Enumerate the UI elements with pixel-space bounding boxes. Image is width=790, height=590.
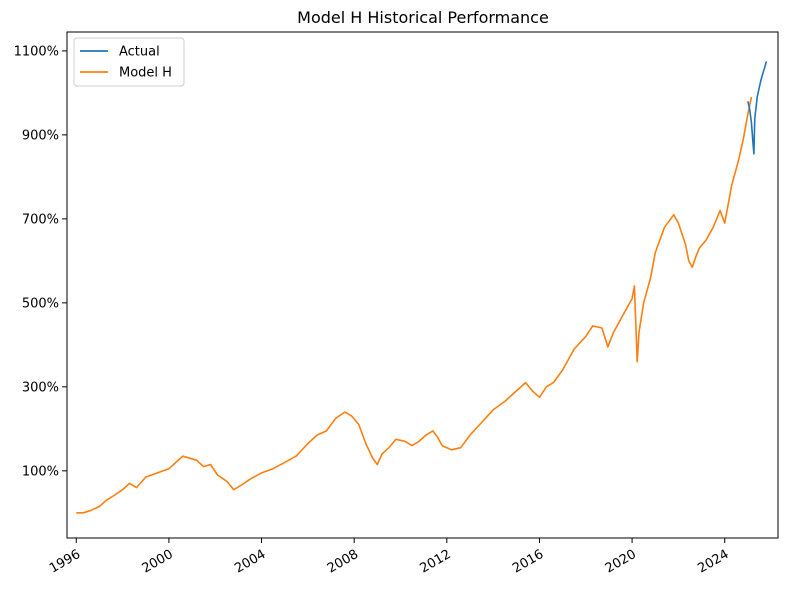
- plot-area: 1996 2000 2004 2008 2012 2016 2020 2024 100% 300…: [14, 31, 779, 576]
- x-tick-label: 2008: [325, 547, 361, 577]
- legend: Actual Model H: [73, 37, 185, 87]
- series-line-0: [747, 61, 768, 155]
- x-tick-label: 2024: [695, 547, 731, 577]
- x-tick-label: 2004: [232, 547, 268, 577]
- plot-frame: [66, 31, 779, 539]
- x-tick-label: 2000: [140, 547, 176, 577]
- x-tick-label: 2020: [603, 547, 639, 577]
- y-tick-label: 100%: [22, 464, 59, 479]
- x-tick-label: 1996: [47, 547, 83, 577]
- y-tick-label: 500%: [22, 296, 59, 311]
- y-tick-label: 1100%: [14, 44, 59, 59]
- x-axis: 1996 2000 2004 2008 2012 2016 2020 2024: [47, 538, 732, 576]
- legend-label: Actual: [119, 45, 160, 60]
- chart-title: Model H Historical Performance: [297, 8, 549, 27]
- legend-entries: Actual Model H: [80, 45, 172, 81]
- legend-label: Model H: [119, 66, 172, 81]
- y-tick-label: 700%: [22, 212, 59, 227]
- y-axis: 100% 300% 500% 700% 900% 1100%: [14, 44, 67, 479]
- legend-box: [73, 37, 185, 87]
- x-tick-label: 2016: [510, 547, 546, 577]
- y-tick-label: 300%: [22, 380, 59, 395]
- series-layer: [76, 61, 768, 514]
- y-tick-label: 900%: [22, 128, 59, 143]
- series-line-1: [76, 96, 753, 514]
- x-tick-label: 2012: [418, 547, 454, 577]
